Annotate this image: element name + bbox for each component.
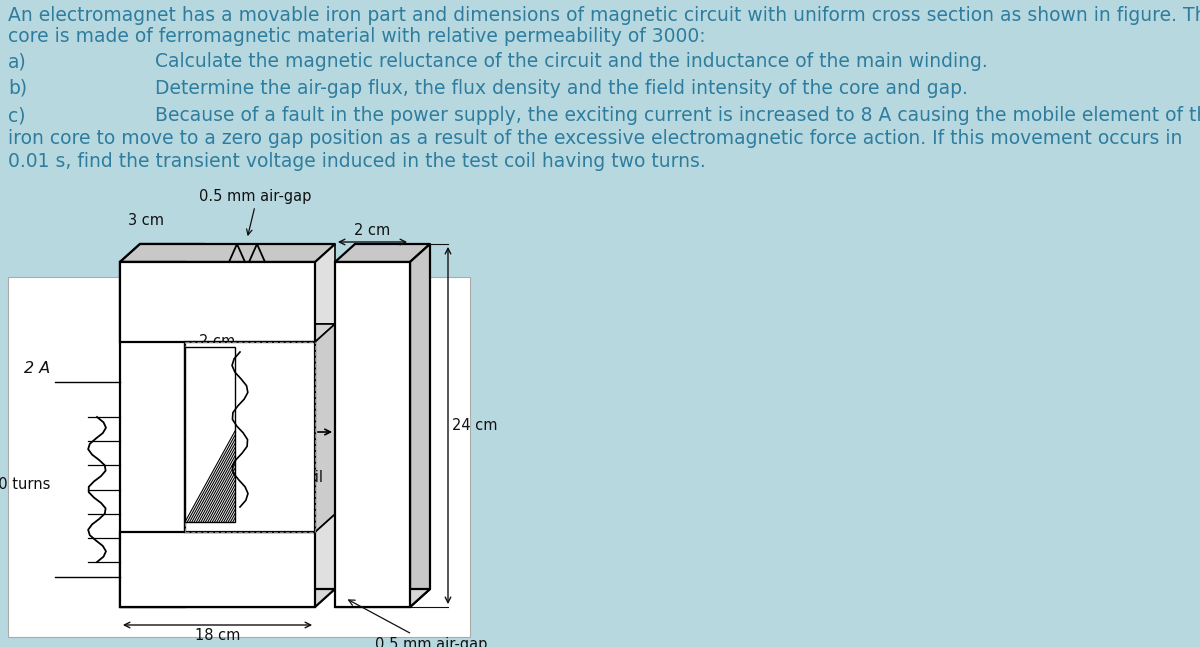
Polygon shape (140, 244, 335, 324)
Bar (120, 262, 185, 607)
Text: 60 turns: 60 turns (0, 477, 50, 492)
Polygon shape (120, 589, 335, 607)
Bar (185, 342, 314, 532)
Text: Determine the air-gap flux, the flux density and the field intensity of the core: Determine the air-gap flux, the flux den… (155, 79, 968, 98)
Polygon shape (120, 244, 205, 262)
Text: 2 A: 2 A (24, 361, 50, 376)
Polygon shape (335, 244, 430, 262)
Text: iron core to move to a zero gap position as a result of the excessive electromag: iron core to move to a zero gap position… (8, 129, 1182, 148)
Text: 0.5 mm air-gap: 0.5 mm air-gap (199, 189, 311, 204)
Bar (120, 262, 314, 342)
Bar (335, 262, 410, 607)
Bar (185, 347, 235, 522)
Polygon shape (314, 324, 335, 532)
Text: 2 cm: 2 cm (354, 223, 390, 238)
Polygon shape (140, 514, 335, 589)
Text: 3 cm: 3 cm (128, 213, 164, 228)
Text: 24 cm: 24 cm (452, 418, 498, 433)
Text: a): a) (8, 52, 26, 71)
Text: An electromagnet has a movable iron part and dimensions of magnetic circuit with: An electromagnet has a movable iron part… (8, 6, 1200, 25)
Polygon shape (335, 589, 430, 607)
Polygon shape (355, 244, 430, 589)
Text: Calculate the magnetic reluctance of the circuit and the inductance of the main : Calculate the magnetic reluctance of the… (155, 52, 988, 71)
Polygon shape (410, 244, 430, 607)
Text: Because of a fault in the power supply, the exciting current is increased to 8 A: Because of a fault in the power supply, … (155, 106, 1200, 125)
Bar (120, 532, 314, 607)
Polygon shape (120, 244, 335, 262)
Text: 18 cm: 18 cm (194, 628, 240, 643)
Text: c): c) (8, 106, 25, 125)
Polygon shape (185, 324, 335, 342)
Polygon shape (185, 514, 335, 532)
Text: b): b) (8, 79, 28, 98)
Text: test coil: test coil (248, 432, 323, 485)
Text: 0.5 mm air-gap: 0.5 mm air-gap (349, 600, 487, 647)
Text: core is made of ferromagnetic material with relative permeability of 3000:: core is made of ferromagnetic material w… (8, 27, 706, 46)
Text: 0.01 s, find the transient voltage induced in the test coil having two turns.: 0.01 s, find the transient voltage induc… (8, 152, 706, 171)
Text: 2 cm: 2 cm (199, 334, 235, 349)
FancyBboxPatch shape (8, 277, 470, 637)
Polygon shape (140, 244, 205, 589)
